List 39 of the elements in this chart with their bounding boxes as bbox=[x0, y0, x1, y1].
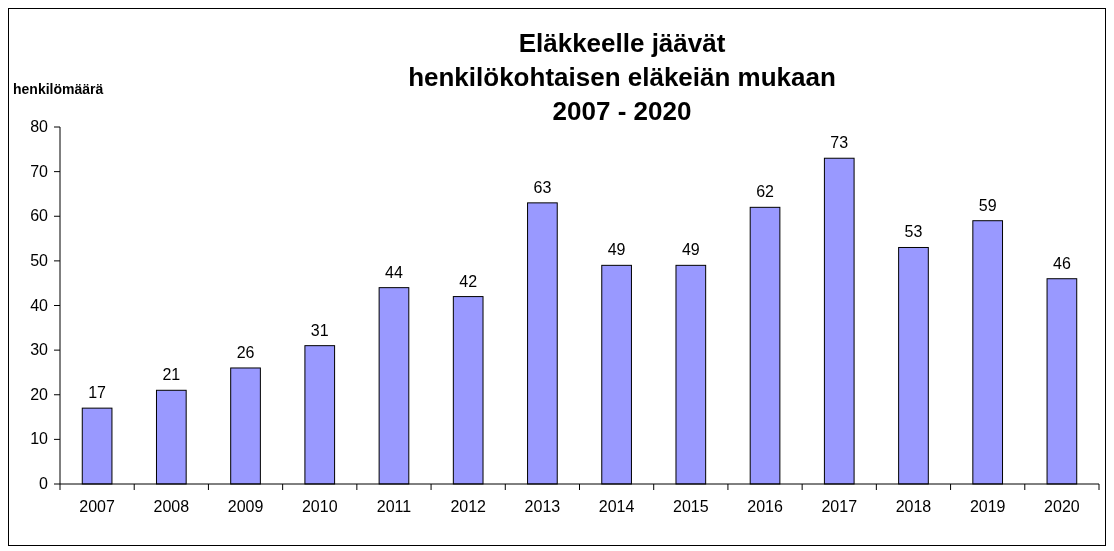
x-tick-label: 2020 bbox=[1044, 498, 1080, 515]
data-label: 49 bbox=[681, 241, 700, 259]
data-label: 53 bbox=[904, 223, 923, 241]
data-label: 59 bbox=[978, 196, 997, 214]
data-label: 44 bbox=[385, 263, 403, 281]
y-tick-label: 50 bbox=[30, 251, 49, 269]
y-tick-label: 10 bbox=[30, 430, 49, 448]
data-label: 21 bbox=[162, 366, 181, 384]
y-tick-label: 60 bbox=[30, 207, 49, 225]
x-tick-label: 2009 bbox=[227, 498, 264, 515]
x-tick-label: 2017 bbox=[821, 498, 858, 515]
x-tick-label: 2011 bbox=[376, 498, 412, 515]
y-tick-label: 80 bbox=[30, 118, 49, 135]
x-tick-label: 2013 bbox=[524, 498, 561, 515]
x-tick-label: 2008 bbox=[153, 498, 190, 515]
data-label: 63 bbox=[533, 178, 552, 196]
data-label: 73 bbox=[830, 134, 849, 152]
y-axis-title: henkilömäärä bbox=[13, 81, 104, 97]
y-tick-label: 40 bbox=[30, 296, 49, 314]
data-label: 62 bbox=[756, 183, 775, 201]
x-tick-label: 2016 bbox=[747, 498, 783, 515]
x-tick-label: 2007 bbox=[79, 498, 116, 515]
x-tick-label: 2010 bbox=[301, 498, 338, 515]
data-label: 42 bbox=[459, 272, 478, 290]
data-label: 26 bbox=[236, 343, 255, 361]
y-tick-label: 30 bbox=[30, 341, 49, 359]
data-label: 31 bbox=[310, 321, 329, 339]
data-label: 46 bbox=[1052, 254, 1071, 272]
y-tick-label: 20 bbox=[30, 385, 49, 403]
x-tick-label: 2014 bbox=[598, 498, 635, 515]
data-label: 17 bbox=[88, 384, 107, 402]
data-label: 49 bbox=[607, 241, 626, 259]
y-tick-label: 0 bbox=[39, 475, 49, 492]
x-tick-label: 2015 bbox=[673, 498, 709, 515]
x-tick-label: 2012 bbox=[450, 498, 487, 515]
x-tick-label: 2019 bbox=[969, 498, 1006, 515]
y-tick-label: 70 bbox=[30, 162, 49, 180]
chart-title: Eläkkeelle jäävät henkilökohtaisen eläkeiän mukaan 2007 - 2020 bbox=[408, 28, 836, 126]
x-tick-label: 2018 bbox=[895, 498, 932, 515]
